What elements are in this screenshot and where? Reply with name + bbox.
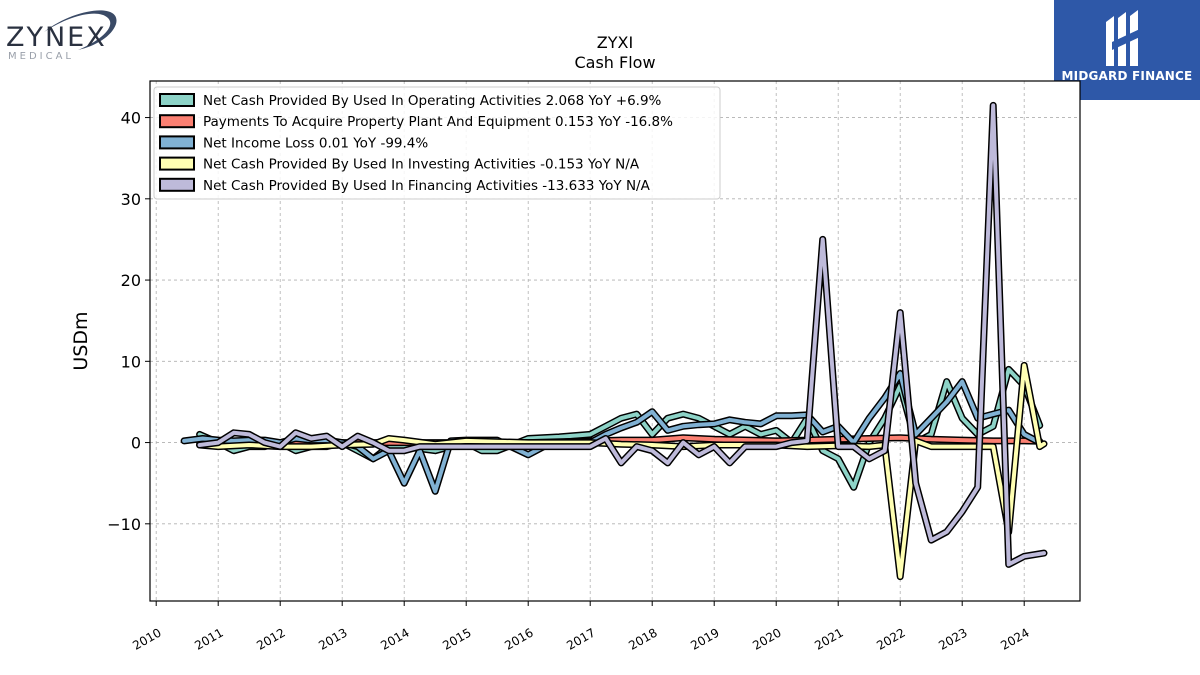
x-tick-label: 2021: [812, 625, 845, 652]
x-tick-label: 2023: [936, 625, 969, 652]
y-tick-label: 10: [121, 352, 141, 371]
x-tick-label: 2016: [502, 625, 535, 652]
legend-swatch: [159, 135, 195, 150]
y-tick-label: 30: [121, 190, 141, 209]
x-tick-label: 2024: [998, 625, 1031, 652]
axes-frame: [149, 80, 1081, 602]
legend-label: Net Cash Provided By Used In Operating A…: [203, 93, 662, 109]
y-tick-label: 40: [121, 109, 141, 128]
legend-swatch: [159, 93, 195, 107]
chart-title: ZYXI: [597, 33, 633, 52]
legend-label: Net Income Loss 0.01 YoY -99.4%: [203, 135, 428, 151]
y-tick-label: 20: [121, 271, 141, 290]
x-tick-label: 2022: [874, 625, 907, 652]
x-tick-label: 2017: [564, 625, 597, 652]
x-tick-label: 2012: [254, 625, 287, 652]
legend-label: Net Cash Provided By Used In Financing A…: [203, 178, 651, 194]
midgard-emblem-icon: [1106, 10, 1142, 66]
y-axis-label: USDm: [70, 311, 92, 370]
x-tick-label: 2011: [192, 625, 225, 652]
x-tick-label: 2018: [626, 625, 659, 652]
x-tick-label: 2015: [440, 625, 473, 652]
legend-box: [153, 86, 721, 200]
logo-subword: MEDICAL: [8, 51, 74, 62]
logo-word: ZYNEX: [6, 22, 107, 53]
x-tick-label: 2020: [750, 625, 783, 652]
legend-swatch: [159, 114, 195, 129]
chart-subtitle: Cash Flow: [574, 53, 655, 72]
legend-label: Payments To Acquire Property Plant And E…: [203, 114, 673, 130]
legend: Net Cash Provided By Used In Operating A…: [153, 86, 721, 200]
legend-swatch: [159, 177, 195, 192]
y-tick-label: 0: [131, 434, 141, 453]
x-tick-label: 2013: [316, 625, 349, 652]
logo-name: MIDGARD FINANCE: [1061, 69, 1193, 83]
zynex-medical-logo: ZYNEX MEDICAL: [4, 6, 124, 62]
x-tick-label: 2010: [130, 625, 163, 652]
legend-swatch: [159, 156, 195, 171]
series-group: [180, 101, 1048, 581]
x-tick-label: 2014: [378, 625, 411, 652]
x-tick-label: 2019: [688, 625, 721, 652]
series-line: [197, 103, 1046, 567]
logo-swoosh-icon: [44, 10, 117, 50]
legend-label: Net Cash Provided By Used In Investing A…: [203, 157, 640, 173]
y-tick-label: −10: [107, 515, 141, 534]
